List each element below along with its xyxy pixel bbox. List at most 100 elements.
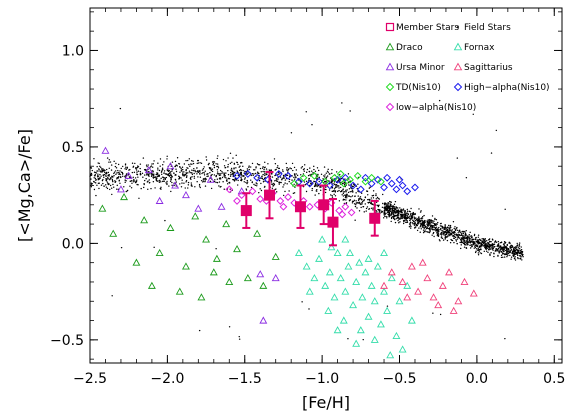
field-star-point [496,250,498,252]
field-star-point [174,174,176,176]
field-star-point [331,168,333,171]
field-star-point [406,210,409,212]
field-star-point [494,240,497,242]
field-star-point [497,250,499,252]
field-star-point [509,254,511,257]
field-star-point [389,215,391,217]
field-star-point [384,203,386,206]
field-star-point [435,218,438,221]
field-star-point [427,219,429,221]
field-star-point [223,175,225,177]
field-star-point [465,230,467,232]
field-star-point [414,221,416,224]
field-star-point [506,243,508,246]
sagittarius-point [445,268,453,276]
field-star-point [90,178,92,180]
field-star-point [516,242,518,245]
field-star-point [503,252,505,255]
field-star-point [273,184,275,186]
sagittarius-point [438,281,447,289]
field-star-point [449,224,452,227]
field-star-point [187,167,189,169]
field-star-point [151,163,153,165]
field-star-point [506,253,508,255]
field-star-point [355,192,357,194]
field-star-point [435,223,437,225]
field-star-point [433,220,435,222]
field-star-point [308,308,310,310]
field-star-point [257,172,259,174]
field-star-point [348,184,350,186]
field-star-point [399,218,402,220]
field-star-point [160,173,163,176]
field-star-point [416,222,419,224]
field-star-point [101,169,103,171]
field-star-point [372,207,374,209]
field-star-point [453,232,455,234]
field-star-point [160,181,162,183]
field-star-point [284,190,286,193]
member-stars-layer [240,170,381,247]
field-star-point [278,171,280,174]
field-star-point [246,168,249,170]
field-star-point [511,246,514,248]
field-star-point [383,214,385,216]
field-star-point [200,179,203,182]
field-star-point [116,178,118,180]
field-star-point [191,185,193,187]
field-star-point [194,170,196,172]
field-star-point [441,229,443,232]
fornax-point [356,326,365,334]
field-star-point [454,228,457,230]
field-star-point [98,168,100,171]
field-star-point [477,234,480,236]
low-alpha-nis10-point [256,195,265,203]
field-star-point [93,171,96,173]
field-star-point [410,207,412,210]
field-star-point [426,231,429,233]
field-star-point [393,203,396,206]
field-star-point [245,188,247,190]
field-star-point [342,182,344,185]
field-star-point [447,235,449,237]
field-star-point [181,179,183,181]
field-star-point [260,171,263,173]
field-star-point [213,174,216,176]
field-star-point [460,240,463,242]
field-star-point [114,170,117,172]
field-star-point [512,252,514,255]
field-star-point [413,220,415,223]
field-star-point [439,240,441,242]
field-star-point [318,169,320,172]
field-star-point [333,193,335,196]
field-star-point [390,217,393,220]
high-alpha-nis10-point [373,175,382,184]
field-star-point [481,241,484,243]
x-tick-label: −1.0 [305,371,339,387]
field-star-point [460,231,462,233]
field-star-point [183,173,185,176]
field-star-point [234,174,237,177]
field-star-point [131,182,133,185]
draco-point [155,248,164,257]
field-star-point [365,207,368,210]
field-star-point [216,163,219,165]
field-star-point [207,175,209,177]
field-star-point [213,166,216,169]
field-star-point [103,171,106,173]
field-star-point [481,238,483,240]
field-star-point [250,179,252,181]
field-star-point [307,174,310,177]
field-star-point [336,186,338,188]
field-star-point [106,181,109,183]
field-star-point [137,184,139,186]
field-star-point [238,338,241,340]
field-star-point [212,164,214,166]
field-star-point [518,244,521,246]
field-star-point [335,171,338,173]
field-star-point [419,226,422,228]
field-star-point [348,188,351,190]
field-star-point [249,166,252,168]
field-star-point [400,208,402,211]
field-star-point [442,239,445,241]
